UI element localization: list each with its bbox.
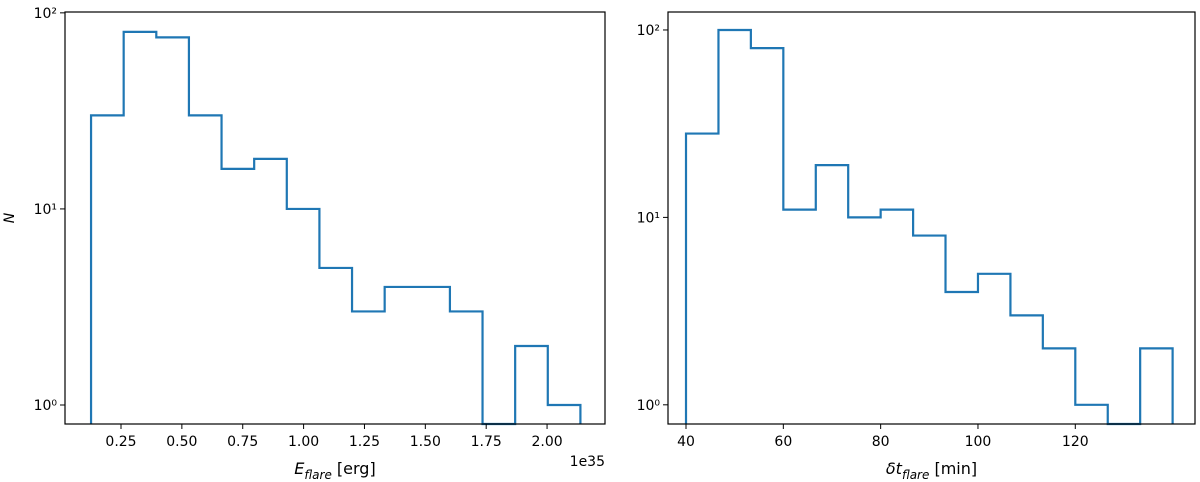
bar — [1043, 348, 1075, 424]
histogram-outline — [89, 30, 582, 426]
x-tick-label: 1.00 — [288, 434, 319, 450]
x-tick-label: 0.75 — [227, 434, 258, 450]
x-label-main: E — [294, 459, 305, 478]
x-tick-label: 100 — [965, 434, 992, 450]
bar — [978, 274, 1010, 424]
x-tick-label: 2.00 — [531, 434, 562, 450]
bar — [548, 405, 581, 424]
bar — [1075, 405, 1107, 424]
x-label-sub: flare — [304, 468, 331, 482]
bar — [816, 165, 848, 424]
x-label-rest: [erg] — [332, 459, 376, 478]
bar — [515, 346, 548, 424]
bar — [913, 236, 945, 424]
bar — [1010, 315, 1042, 424]
x-tick-label: 1.50 — [410, 434, 441, 450]
bar — [450, 311, 483, 424]
bar — [319, 268, 352, 424]
x-tick-label: 0.50 — [166, 434, 197, 450]
x-label-rest: [min] — [929, 459, 977, 478]
x-axis-label: δtflare [min] — [886, 459, 977, 482]
bar — [1140, 348, 1172, 424]
bar — [783, 210, 815, 424]
bar — [352, 311, 385, 424]
x-tick-label: 1.75 — [471, 434, 502, 450]
bar — [946, 292, 978, 424]
y-tick-label: 10⁰ — [34, 398, 58, 414]
bar — [124, 32, 157, 424]
x-tick-label: 40 — [677, 434, 695, 450]
bar — [189, 115, 222, 424]
x-tick-label: 1.25 — [349, 434, 380, 450]
y-tick-label: 10¹ — [34, 202, 57, 218]
y-tick-label: 10² — [34, 6, 57, 22]
x-tick-label: 80 — [872, 434, 890, 450]
x-label-sub: flare — [902, 468, 929, 482]
x-tick-label: 120 — [1062, 434, 1089, 450]
x-offset-label: 1e35 — [570, 454, 605, 470]
histogram-outline — [684, 28, 1174, 426]
y-tick-label: 10² — [637, 23, 660, 39]
y-tick-label: 10¹ — [637, 210, 660, 226]
bar — [222, 169, 255, 424]
bar — [287, 209, 320, 424]
bar — [881, 210, 913, 424]
bar — [91, 115, 124, 424]
y-axis-label: N — [2, 212, 18, 223]
plot-frame — [667, 11, 1196, 425]
y-tick-label: 10⁰ — [637, 398, 661, 414]
plot-frame — [64, 11, 606, 425]
bar — [156, 37, 189, 424]
x-label-main: δt — [886, 459, 903, 478]
x-tick-label: 60 — [774, 434, 792, 450]
bar — [417, 287, 450, 424]
bar — [686, 134, 718, 424]
bar — [385, 287, 418, 424]
x-tick-label: 0.25 — [105, 434, 136, 450]
bar — [751, 48, 783, 424]
bar — [254, 159, 287, 424]
bar — [848, 217, 880, 424]
x-axis-label: Eflare [erg] — [294, 459, 375, 482]
bar — [718, 30, 750, 424]
